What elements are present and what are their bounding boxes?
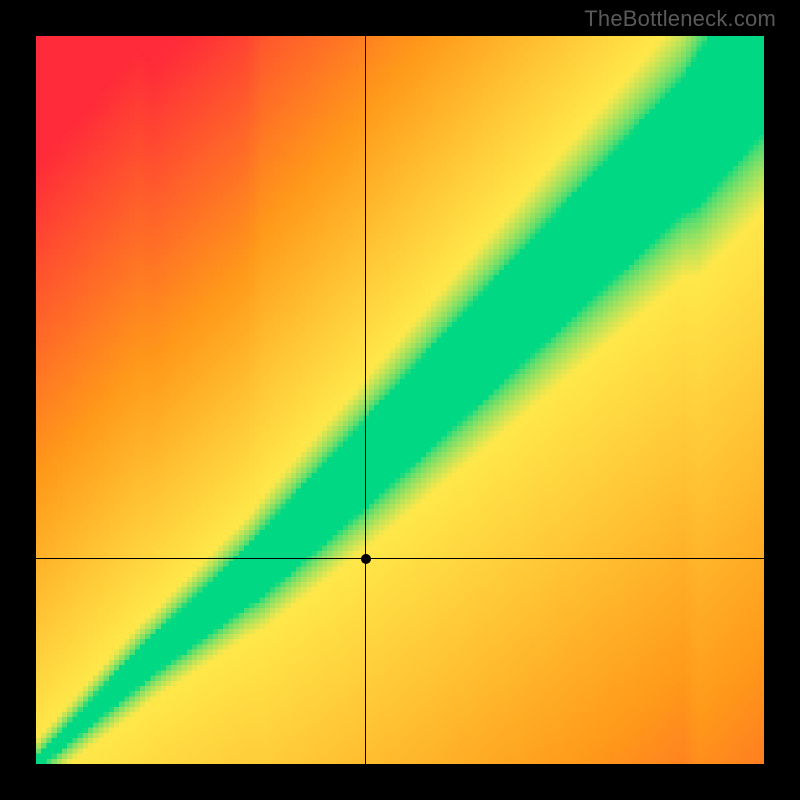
heatmap-canvas <box>36 36 764 764</box>
chart-container: TheBottleneck.com <box>0 0 800 800</box>
watermark-text: TheBottleneck.com <box>584 6 776 32</box>
crosshair-horizontal <box>36 558 764 559</box>
crosshair-vertical <box>365 36 366 764</box>
marker-dot <box>360 553 372 565</box>
plot-area <box>36 36 764 764</box>
